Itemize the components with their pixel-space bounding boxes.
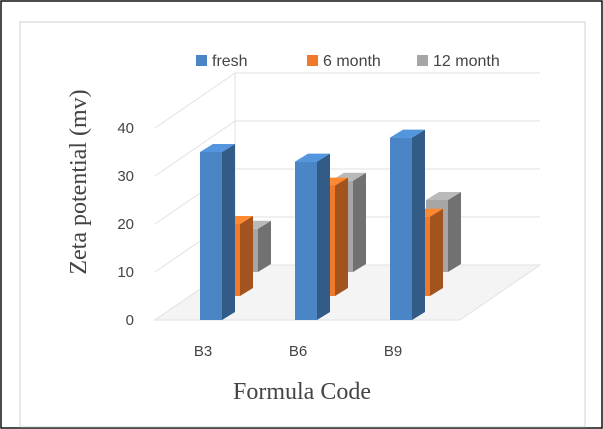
legend-swatch — [196, 55, 207, 66]
gridline — [154, 72, 540, 129]
y-tick-label: 20 — [117, 216, 134, 233]
legend-label: fresh — [212, 53, 248, 70]
legend-swatch — [417, 55, 428, 66]
x-category-label: B9 — [384, 343, 402, 360]
bar-fresh-B6 — [295, 153, 330, 320]
x-axis-title: Formula Code — [233, 379, 371, 405]
legend-label: 6 month — [323, 53, 381, 70]
y-tick-labels: 0 10 20 30 40 — [117, 120, 134, 329]
y-tick-label: 40 — [117, 120, 134, 137]
y-tick-label: 30 — [117, 168, 134, 185]
y-tick-label: 0 — [126, 312, 134, 329]
gridline — [154, 120, 540, 177]
x-category-label: B3 — [194, 343, 212, 360]
bar-fresh-B9 — [390, 129, 425, 320]
chart-area-frame — [19, 21, 586, 428]
legend: fresh 6 month 12 month — [196, 53, 500, 70]
legend-item: 12 month — [417, 53, 500, 70]
x-category-label: B6 — [289, 343, 307, 360]
legend-item: fresh — [196, 53, 248, 70]
legend-swatch — [307, 55, 318, 66]
legend-item: 6 month — [307, 53, 381, 70]
bars — [200, 129, 461, 320]
x-category-labels: B3 B6 B9 — [194, 343, 402, 360]
y-axis-title: Zeta potential (mv) — [66, 89, 92, 274]
legend-label: 12 month — [433, 53, 500, 70]
bar-fresh-B3 — [200, 144, 235, 320]
y-tick-label: 10 — [117, 264, 134, 281]
